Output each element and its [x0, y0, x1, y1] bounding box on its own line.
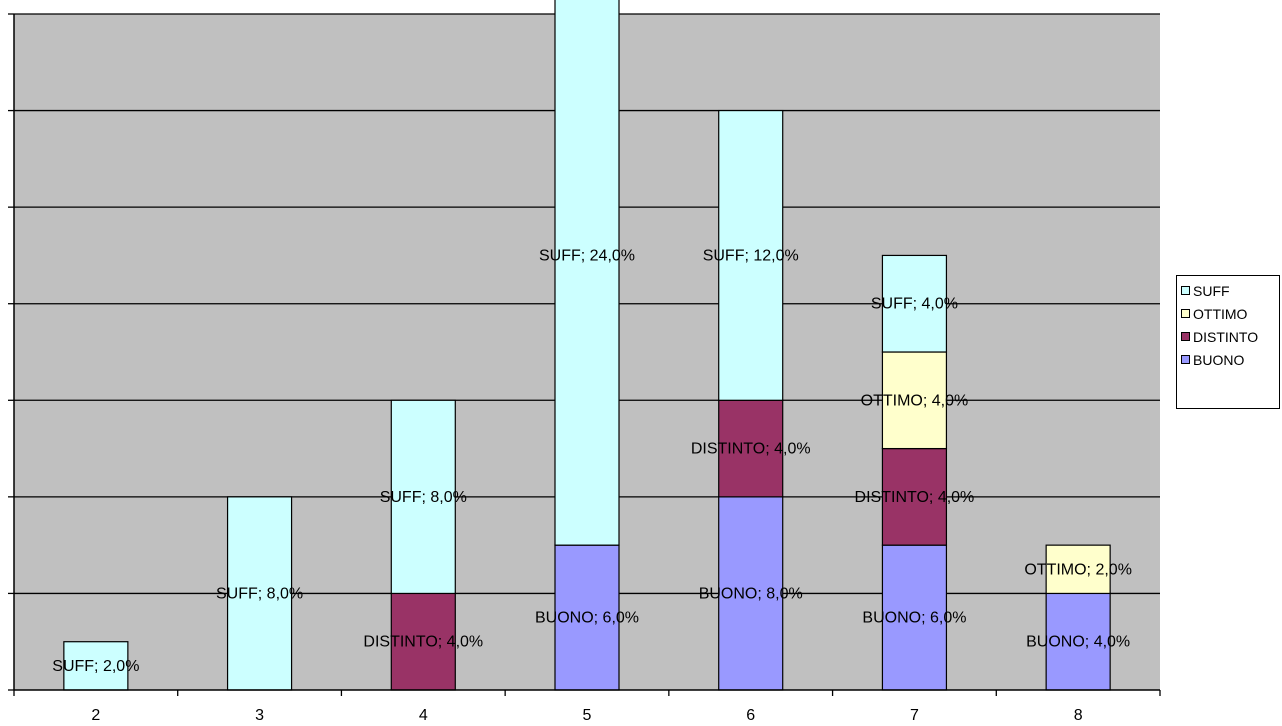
data-label: SUFF; 8,0%	[216, 585, 303, 602]
x-tick-label: 4	[419, 707, 428, 724]
bar-segment-suff-3	[226, 496, 293, 691]
data-label: BUONO; 4,0%	[1026, 634, 1130, 651]
legend-item-ottimo: OTTIMO	[1181, 303, 1279, 324]
legend-label: SUFF	[1193, 282, 1230, 299]
data-label: OTTIMO; 4,0%	[861, 392, 969, 409]
bar-segment-buono-7	[881, 544, 948, 691]
axes: 2 3 4 5 6 7 8	[8, 13, 1161, 724]
bar-segment-suff-4	[390, 399, 456, 595]
legend-label: DISTINTO	[1193, 328, 1259, 345]
bar-segment-distinto-6	[718, 399, 784, 498]
x-tick-label: 2	[91, 707, 100, 724]
x-tick-label: 6	[746, 707, 755, 724]
data-label: SUFF; 4,0%	[871, 296, 958, 313]
data-label: BUONO; 6,0%	[535, 610, 639, 627]
data-labels: SUFF; 2,0% SUFF; 8,0% DISTINTO; 4,0% SUFF; …	[52, 247, 1132, 674]
legend-swatch	[1181, 355, 1190, 364]
data-label: DISTINTO; 4,0%	[363, 634, 483, 651]
legend-swatch	[1181, 332, 1190, 341]
legend-label: OTTIMO	[1193, 305, 1248, 322]
legend-swatch	[1181, 286, 1190, 295]
legend-swatch	[1181, 309, 1190, 318]
data-label: SUFF; 2,0%	[52, 658, 139, 675]
data-label: OTTIMO; 2,0%	[1024, 561, 1132, 578]
data-label: SUFF; 8,0%	[380, 489, 467, 506]
x-tick-label: 8	[1074, 707, 1083, 724]
chart-legend: SUFF OTTIMO DISTINTO BUONO	[1176, 275, 1280, 409]
x-tick-label: 7	[910, 707, 919, 724]
x-tick-label: 5	[583, 707, 592, 724]
bar-segment-suff-7	[881, 254, 948, 353]
bar-segment-ottimo-8	[1045, 544, 1111, 595]
data-label: DISTINTO; 4,0%	[691, 441, 811, 458]
data-label: BUONO; 6,0%	[862, 610, 966, 627]
legend-item-suff: SUFF	[1181, 280, 1279, 301]
legend-item-buono: BUONO	[1181, 349, 1279, 370]
bar-segment-ottimo-7	[881, 351, 948, 450]
legend-label: BUONO	[1193, 351, 1245, 368]
bars	[63, 0, 1111, 691]
bar-segment-distinto-7	[881, 447, 948, 546]
bar-segment-suff-5	[554, 0, 620, 546]
x-tick-label: 3	[255, 707, 264, 724]
bar-segment-buono-5	[554, 544, 620, 691]
data-label: SUFF; 12,0%	[703, 247, 799, 264]
bar-segment-suff-6	[718, 109, 784, 401]
legend-item-distinto: DISTINTO	[1181, 326, 1279, 347]
bar-segment-buono-6	[718, 496, 784, 691]
data-label: SUFF; 24,0%	[539, 247, 635, 264]
bar-segment-suff-2	[63, 641, 129, 691]
data-label: BUONO; 8,0%	[699, 585, 803, 602]
data-label: DISTINTO; 4,0%	[855, 489, 975, 506]
